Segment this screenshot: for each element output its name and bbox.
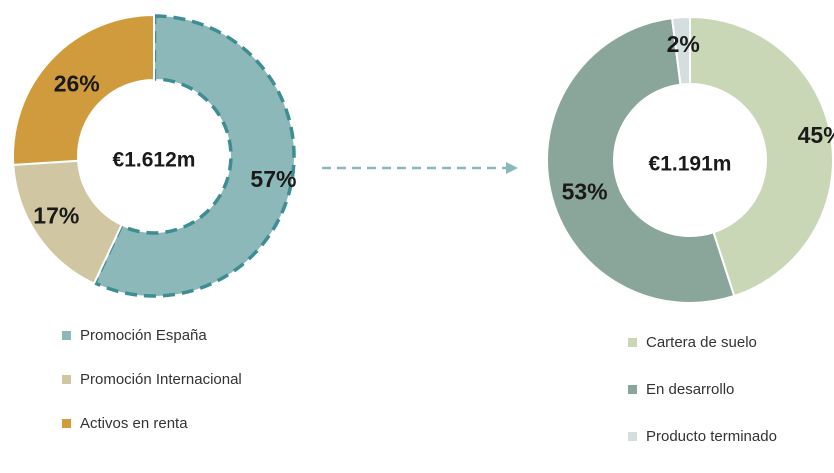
legend-item-cartera-de-suelo: Cartera de suelo [628,332,777,352]
legend-label: Promoción Internacional [80,370,242,388]
legend-swatch [628,431,637,441]
legend-item-producto-terminado: Producto terminado [628,426,777,446]
center-total-label: €1.191m [649,153,732,176]
donut-chart-portfolio: 57% 17% 26% €1.612m [12,13,296,298]
legend-label: Producto terminado [646,427,777,445]
legend-development: Cartera de suelo En desarrollo Producto te… [628,332,777,473]
value-label-cartera-de-suelo: 45% [798,122,834,148]
legend-portfolio: Promoción España Promoción Internacional A… [62,325,242,457]
legend-item-activos-en-renta: Activos en renta [62,413,242,433]
legend-label: En desarrollo [646,380,735,398]
legend-label: Cartera de suelo [646,333,757,351]
connector-arrow [322,162,518,174]
value-label-producto-terminado: 2% [667,31,700,57]
value-label-promocion-internacional: 17% [33,203,79,229]
legend-swatch [628,384,637,394]
slice-activos-en-renta [12,13,155,166]
legend-swatch [62,330,71,340]
slice-en-desarrollo [546,17,736,304]
slice-cartera-de-suelo [689,15,834,298]
donut-chart-development: 45% 53% 2% €1.191m [546,15,834,304]
legend-item-promocion-internacional: Promoción Internacional [62,369,242,389]
legend-swatch [62,418,71,428]
legend-item-promocion-espana: Promoción España [62,325,242,345]
value-label-en-desarrollo: 53% [562,179,608,205]
slice-producto-terminado [670,15,691,86]
legend-swatch [62,374,71,384]
legend-label: Promoción España [80,326,207,344]
center-total-label: €1.612m [113,149,196,172]
value-label-activos-en-renta: 26% [54,70,100,96]
legend-swatch [628,337,637,347]
connector-arrowhead [506,162,518,174]
charts-canvas: 57% 17% 26% €1.612m 45% 53% 2% €1.191m [12,13,834,304]
value-label-promocion-espana: 57% [250,166,296,192]
legend-item-en-desarrollo: En desarrollo [628,379,777,399]
legend-label: Activos en renta [80,414,188,432]
